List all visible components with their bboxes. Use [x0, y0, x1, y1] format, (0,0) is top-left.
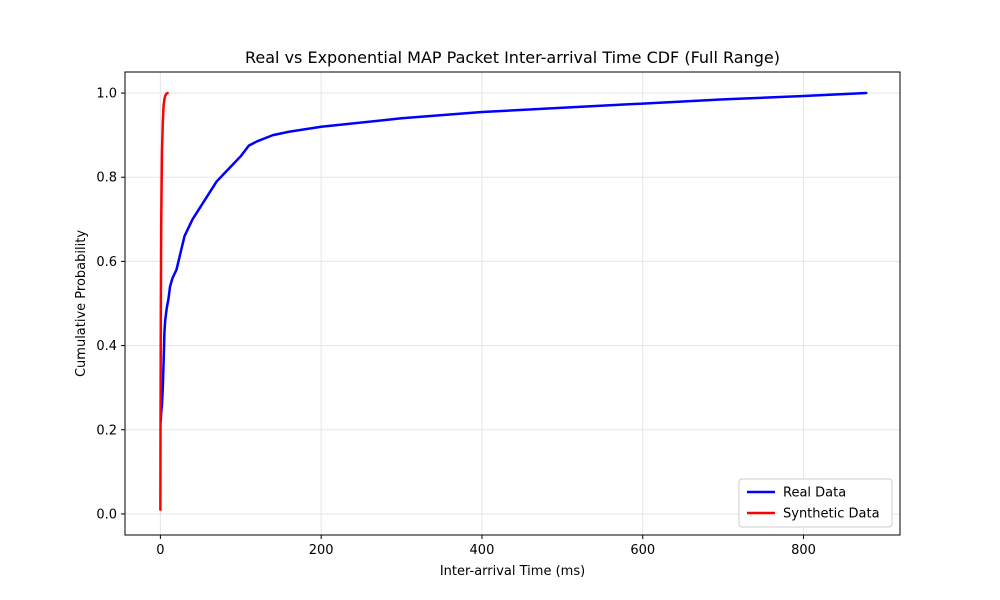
series-line-real-data	[159, 91, 868, 423]
chart-title: Real vs Exponential MAP Packet Inter-arr…	[245, 48, 780, 67]
y-tick-label: 0.6	[96, 255, 117, 270]
x-tick-label: 200	[309, 543, 334, 558]
y-tick-label: 0.2	[96, 423, 117, 438]
grid	[125, 72, 900, 535]
series-line-synthetic-data	[159, 91, 169, 511]
y-tick-label: 1.0	[96, 87, 117, 102]
legend-box	[738, 478, 893, 528]
y-tick-label: 0.8	[96, 171, 117, 186]
legend-label-synthetic-data: Synthetic Data	[783, 507, 880, 522]
plot-series	[159, 91, 868, 511]
legend: Real Data Synthetic Data	[738, 478, 893, 528]
x-tick-label: 400	[470, 543, 495, 558]
x-tick-label: 0	[156, 543, 164, 558]
y-tick-label: 0.4	[96, 339, 117, 354]
x-tick-label: 600	[630, 543, 655, 558]
legend-label-real-data: Real Data	[783, 486, 846, 501]
y-tick-label: 0.0	[96, 507, 117, 522]
y-axis-label: Cumulative Probability	[74, 230, 89, 377]
x-tick-label: 800	[791, 543, 816, 558]
x-axis-label: Inter-arrival Time (ms)	[440, 564, 585, 579]
plot-area-frame	[124, 71, 901, 536]
axis-ticks: 0 200 400 600 800 0.0 0.2 0.4 0.6 0.8 1.0	[96, 87, 816, 558]
